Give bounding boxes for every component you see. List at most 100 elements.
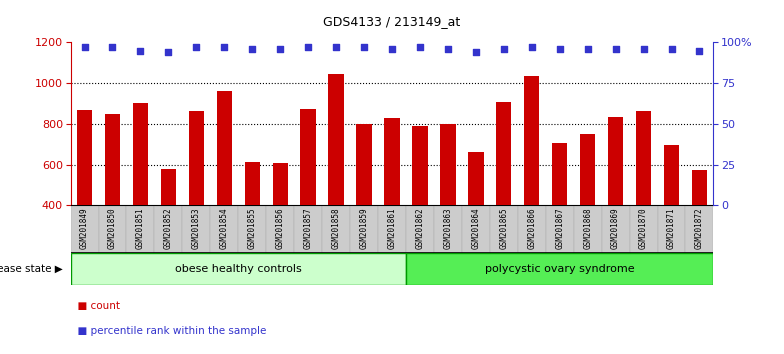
Bar	[496, 102, 511, 205]
Bar	[210, 205, 238, 253]
Point	[134, 48, 147, 53]
Point	[330, 45, 343, 50]
Bar	[132, 103, 148, 205]
Bar	[161, 169, 176, 205]
Bar	[546, 205, 574, 253]
Point	[693, 48, 706, 53]
Text: GSM201861: GSM201861	[387, 208, 397, 249]
Text: ■ count: ■ count	[71, 301, 119, 311]
Point	[554, 46, 566, 52]
Text: GSM201850: GSM201850	[108, 208, 117, 249]
Point	[582, 46, 594, 52]
Bar	[601, 205, 630, 253]
Bar	[658, 205, 685, 253]
Text: GSM201851: GSM201851	[136, 208, 145, 249]
Bar	[490, 205, 517, 253]
Bar	[357, 124, 372, 205]
Text: GSM201866: GSM201866	[528, 208, 536, 249]
Point	[274, 46, 286, 52]
Point	[525, 45, 538, 50]
Text: ■ percentile rank within the sample: ■ percentile rank within the sample	[71, 326, 266, 336]
Text: GSM201859: GSM201859	[360, 208, 368, 249]
Bar	[105, 114, 120, 205]
Point	[246, 46, 259, 52]
Bar	[468, 152, 484, 205]
Bar	[524, 76, 539, 205]
Point	[414, 45, 426, 50]
Bar	[216, 91, 232, 205]
Bar	[189, 111, 204, 205]
Point	[609, 46, 622, 52]
Point	[302, 45, 314, 50]
Bar	[71, 205, 99, 253]
Bar	[580, 134, 595, 205]
Bar	[238, 205, 267, 253]
Text: GSM201871: GSM201871	[667, 208, 676, 249]
Bar	[71, 253, 406, 285]
Bar	[294, 205, 322, 253]
Bar	[322, 205, 350, 253]
Point	[386, 46, 398, 52]
Bar	[636, 111, 652, 205]
Text: GSM201864: GSM201864	[471, 208, 481, 249]
Bar	[300, 109, 316, 205]
Bar	[434, 205, 462, 253]
Bar	[552, 143, 568, 205]
Text: GSM201863: GSM201863	[444, 208, 452, 249]
Text: GSM201853: GSM201853	[192, 208, 201, 249]
Bar	[406, 205, 434, 253]
Point	[162, 50, 175, 55]
Text: GSM201870: GSM201870	[639, 208, 648, 249]
Point	[470, 50, 482, 55]
Bar	[441, 124, 456, 205]
Text: obese healthy controls: obese healthy controls	[175, 264, 302, 274]
Text: GSM201858: GSM201858	[332, 208, 340, 249]
Bar	[77, 110, 93, 205]
Bar	[517, 205, 546, 253]
Bar	[154, 205, 183, 253]
Text: GSM201855: GSM201855	[248, 208, 256, 249]
Point	[441, 46, 454, 52]
Bar	[328, 74, 343, 205]
Bar	[384, 118, 400, 205]
Bar	[691, 170, 707, 205]
Bar	[378, 205, 406, 253]
Bar	[406, 253, 713, 285]
Text: disease state ▶: disease state ▶	[0, 264, 63, 274]
Point	[106, 45, 118, 50]
Bar	[462, 205, 490, 253]
Text: GSM201867: GSM201867	[555, 208, 564, 249]
Bar	[126, 205, 154, 253]
Point	[78, 45, 91, 50]
Text: GSM201856: GSM201856	[276, 208, 285, 249]
Point	[498, 46, 510, 52]
Text: GSM201852: GSM201852	[164, 208, 173, 249]
Bar	[273, 164, 288, 205]
Text: GSM201862: GSM201862	[416, 208, 424, 249]
Text: GSM201854: GSM201854	[220, 208, 229, 249]
Bar	[350, 205, 378, 253]
Bar	[574, 205, 601, 253]
Bar	[608, 117, 623, 205]
Text: GSM201849: GSM201849	[80, 208, 89, 249]
Bar	[630, 205, 658, 253]
Bar	[183, 205, 210, 253]
Bar	[412, 126, 427, 205]
Point	[358, 45, 370, 50]
Bar	[664, 145, 679, 205]
Text: GSM201872: GSM201872	[695, 208, 704, 249]
Text: GSM201869: GSM201869	[611, 208, 620, 249]
Text: GSM201868: GSM201868	[583, 208, 592, 249]
Bar	[267, 205, 294, 253]
Text: GDS4133 / 213149_at: GDS4133 / 213149_at	[323, 15, 461, 28]
Bar	[99, 205, 126, 253]
Point	[218, 45, 230, 50]
Text: polycystic ovary syndrome: polycystic ovary syndrome	[485, 264, 634, 274]
Text: GSM201865: GSM201865	[499, 208, 508, 249]
Text: GSM201857: GSM201857	[303, 208, 313, 249]
Point	[666, 46, 678, 52]
Bar	[245, 162, 260, 205]
Point	[637, 46, 650, 52]
Point	[190, 45, 202, 50]
Bar	[685, 205, 713, 253]
